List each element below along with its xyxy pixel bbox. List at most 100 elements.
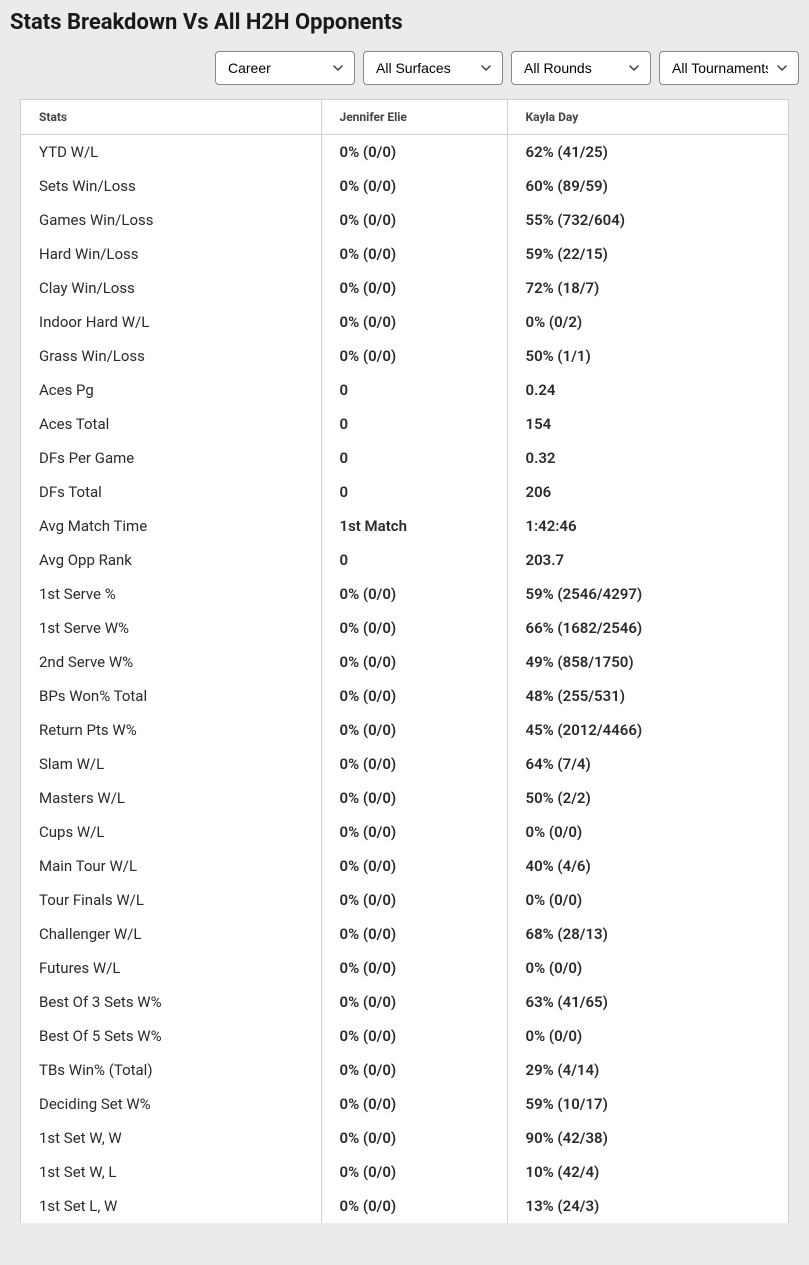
stat-label: Avg Opp Rank xyxy=(21,543,321,577)
player1-value: 0% (0/0) xyxy=(321,577,507,611)
career-select[interactable]: Career xyxy=(215,51,355,85)
stat-label: Aces Total xyxy=(21,407,321,441)
stat-label: BPs Won% Total xyxy=(21,679,321,713)
table-row: 1st Set W, W0% (0/0)90% (42/38) xyxy=(21,1121,788,1155)
player1-value: 0% (0/0) xyxy=(321,645,507,679)
stat-label: Main Tour W/L xyxy=(21,849,321,883)
table-row: Slam W/L0% (0/0)64% (7/4) xyxy=(21,747,788,781)
stat-label: Deciding Set W% xyxy=(21,1087,321,1121)
player1-value: 0% (0/0) xyxy=(321,1121,507,1155)
stat-label: 1st Serve W% xyxy=(21,611,321,645)
player2-value: 50% (2/2) xyxy=(507,781,788,815)
table-row: Best Of 3 Sets W%0% (0/0)63% (41/65) xyxy=(21,985,788,1019)
stat-label: Masters W/L xyxy=(21,781,321,815)
table-row: Sets Win/Loss0% (0/0)60% (89/59) xyxy=(21,169,788,203)
player2-value: 40% (4/6) xyxy=(507,849,788,883)
stat-label: Cups W/L xyxy=(21,815,321,849)
player2-value: 10% (42/4) xyxy=(507,1155,788,1189)
table-row: Return Pts W%0% (0/0)45% (2012/4466) xyxy=(21,713,788,747)
table-row: Main Tour W/L0% (0/0)40% (4/6) xyxy=(21,849,788,883)
stat-label: Avg Match Time xyxy=(21,509,321,543)
table-row: 1st Set L, W0% (0/0)13% (24/3) xyxy=(21,1189,788,1223)
player1-value: 0% (0/0) xyxy=(321,203,507,237)
player1-value: 0% (0/0) xyxy=(321,985,507,1019)
player1-value: 0% (0/0) xyxy=(321,713,507,747)
player1-value: 0% (0/0) xyxy=(321,237,507,271)
player2-value: 0.32 xyxy=(507,441,788,475)
player2-value: 63% (41/65) xyxy=(507,985,788,1019)
player2-value: 13% (24/3) xyxy=(507,1189,788,1223)
stats-table-container: Stats Jennifer Elie Kayla Day YTD W/L0% … xyxy=(20,99,789,1223)
player2-value: 0% (0/0) xyxy=(507,883,788,917)
table-row: 2nd Serve W%0% (0/0)49% (858/1750) xyxy=(21,645,788,679)
player1-value: 0 xyxy=(321,373,507,407)
player1-value: 0% (0/0) xyxy=(321,611,507,645)
player1-value: 0% (0/0) xyxy=(321,883,507,917)
player1-value: 0 xyxy=(321,407,507,441)
player2-value: 72% (18/7) xyxy=(507,271,788,305)
player1-value: 1st Match xyxy=(321,509,507,543)
player2-value: 59% (2546/4297) xyxy=(507,577,788,611)
table-row: BPs Won% Total0% (0/0)48% (255/531) xyxy=(21,679,788,713)
table-row: TBs Win% (Total)0% (0/0)29% (4/14) xyxy=(21,1053,788,1087)
player2-value: 68% (28/13) xyxy=(507,917,788,951)
stat-label: Sets Win/Loss xyxy=(21,169,321,203)
player1-value: 0% (0/0) xyxy=(321,1155,507,1189)
stat-label: 1st Set W, L xyxy=(21,1155,321,1189)
player1-value: 0% (0/0) xyxy=(321,917,507,951)
player2-value: 60% (89/59) xyxy=(507,169,788,203)
stat-label: Aces Pg xyxy=(21,373,321,407)
table-row: Avg Opp Rank0203.7 xyxy=(21,543,788,577)
player2-value: 0% (0/0) xyxy=(507,951,788,985)
player1-value: 0 xyxy=(321,441,507,475)
filter-bar: Career All Surfaces All Rounds All Tourn… xyxy=(10,51,799,85)
round-select[interactable]: All Rounds xyxy=(511,51,651,85)
table-row: Futures W/L0% (0/0)0% (0/0) xyxy=(21,951,788,985)
table-row: Hard Win/Loss0% (0/0)59% (22/15) xyxy=(21,237,788,271)
player1-value: 0% (0/0) xyxy=(321,339,507,373)
player1-value: 0 xyxy=(321,543,507,577)
stat-label: Futures W/L xyxy=(21,951,321,985)
player2-value: 0.24 xyxy=(507,373,788,407)
stat-label: Clay Win/Loss xyxy=(21,271,321,305)
player2-value: 48% (255/531) xyxy=(507,679,788,713)
player1-value: 0% (0/0) xyxy=(321,271,507,305)
player2-value: 206 xyxy=(507,475,788,509)
table-row: YTD W/L0% (0/0)62% (41/25) xyxy=(21,135,788,170)
table-row: Grass Win/Loss0% (0/0)50% (1/1) xyxy=(21,339,788,373)
player1-value: 0% (0/0) xyxy=(321,135,507,170)
player1-value: 0% (0/0) xyxy=(321,781,507,815)
stats-header: Stats xyxy=(21,100,321,135)
player2-value: 59% (22/15) xyxy=(507,237,788,271)
stat-label: Games Win/Loss xyxy=(21,203,321,237)
table-row: 1st Serve %0% (0/0)59% (2546/4297) xyxy=(21,577,788,611)
player2-value: 50% (1/1) xyxy=(507,339,788,373)
player1-value: 0% (0/0) xyxy=(321,747,507,781)
player1-header: Jennifer Elie xyxy=(321,100,507,135)
player2-value: 90% (42/38) xyxy=(507,1121,788,1155)
stat-label: Grass Win/Loss xyxy=(21,339,321,373)
stat-label: DFs Total xyxy=(21,475,321,509)
player1-value: 0% (0/0) xyxy=(321,849,507,883)
stat-label: DFs Per Game xyxy=(21,441,321,475)
table-row: Avg Match Time1st Match1:42:46 xyxy=(21,509,788,543)
player1-value: 0% (0/0) xyxy=(321,951,507,985)
surface-select[interactable]: All Surfaces xyxy=(363,51,503,85)
table-row: Tour Finals W/L0% (0/0)0% (0/0) xyxy=(21,883,788,917)
player2-header: Kayla Day xyxy=(507,100,788,135)
stat-label: Best Of 5 Sets W% xyxy=(21,1019,321,1053)
player2-value: 29% (4/14) xyxy=(507,1053,788,1087)
table-row: 1st Serve W%0% (0/0)66% (1682/2546) xyxy=(21,611,788,645)
stat-label: Challenger W/L xyxy=(21,917,321,951)
table-row: Aces Pg00.24 xyxy=(21,373,788,407)
player2-value: 203.7 xyxy=(507,543,788,577)
player1-value: 0% (0/0) xyxy=(321,1053,507,1087)
tournament-select[interactable]: All Tournaments xyxy=(659,51,799,85)
player2-value: 45% (2012/4466) xyxy=(507,713,788,747)
table-row: 1st Set W, L0% (0/0)10% (42/4) xyxy=(21,1155,788,1189)
table-row: Challenger W/L0% (0/0)68% (28/13) xyxy=(21,917,788,951)
player2-value: 0% (0/2) xyxy=(507,305,788,339)
table-row: Clay Win/Loss0% (0/0)72% (18/7) xyxy=(21,271,788,305)
stat-label: TBs Win% (Total) xyxy=(21,1053,321,1087)
player1-value: 0% (0/0) xyxy=(321,1087,507,1121)
